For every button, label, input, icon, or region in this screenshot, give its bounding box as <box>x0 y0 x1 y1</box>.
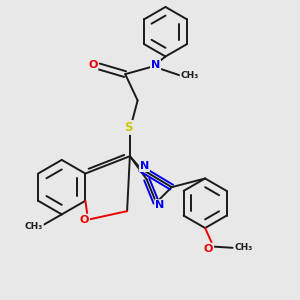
Text: N: N <box>155 200 164 210</box>
Text: CH₃: CH₃ <box>25 222 43 231</box>
Text: N: N <box>140 161 149 171</box>
Text: O: O <box>204 244 213 254</box>
Text: CH₃: CH₃ <box>181 71 199 80</box>
Text: N: N <box>151 60 160 70</box>
Text: O: O <box>88 60 98 70</box>
Text: O: O <box>80 215 89 225</box>
Text: S: S <box>124 121 133 134</box>
Text: CH₃: CH₃ <box>234 243 252 252</box>
